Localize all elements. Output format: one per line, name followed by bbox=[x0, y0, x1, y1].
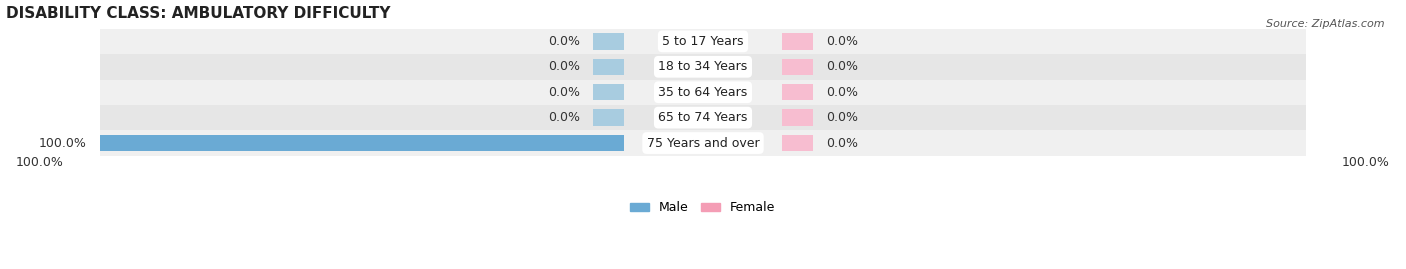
Bar bbox=[100, 105, 1306, 130]
Text: 0.0%: 0.0% bbox=[548, 60, 579, 73]
Text: 100.0%: 100.0% bbox=[15, 156, 63, 169]
Text: 0.0%: 0.0% bbox=[827, 111, 858, 124]
Text: 100.0%: 100.0% bbox=[39, 137, 87, 150]
Bar bbox=[100, 54, 1306, 80]
Bar bbox=[100, 29, 1306, 54]
Bar bbox=[782, 109, 813, 126]
Text: 75 Years and over: 75 Years and over bbox=[647, 137, 759, 150]
Text: 100.0%: 100.0% bbox=[1343, 156, 1391, 169]
Text: 0.0%: 0.0% bbox=[827, 60, 858, 73]
Bar bbox=[782, 59, 813, 75]
Text: 0.0%: 0.0% bbox=[548, 86, 579, 99]
Text: 5 to 17 Years: 5 to 17 Years bbox=[662, 35, 744, 48]
Legend: Male, Female: Male, Female bbox=[626, 196, 780, 220]
Bar bbox=[593, 84, 624, 101]
Bar bbox=[782, 33, 813, 50]
Bar bbox=[100, 135, 624, 151]
Text: 35 to 64 Years: 35 to 64 Years bbox=[658, 86, 748, 99]
Text: 0.0%: 0.0% bbox=[548, 111, 579, 124]
Text: 0.0%: 0.0% bbox=[827, 86, 858, 99]
Text: 0.0%: 0.0% bbox=[548, 35, 579, 48]
Text: DISABILITY CLASS: AMBULATORY DIFFICULTY: DISABILITY CLASS: AMBULATORY DIFFICULTY bbox=[6, 6, 389, 20]
Text: Source: ZipAtlas.com: Source: ZipAtlas.com bbox=[1267, 19, 1385, 29]
Bar bbox=[100, 80, 1306, 105]
Bar bbox=[782, 84, 813, 101]
Text: 65 to 74 Years: 65 to 74 Years bbox=[658, 111, 748, 124]
Bar bbox=[782, 135, 813, 151]
Bar bbox=[593, 33, 624, 50]
Bar bbox=[593, 109, 624, 126]
Text: 0.0%: 0.0% bbox=[827, 137, 858, 150]
Text: 18 to 34 Years: 18 to 34 Years bbox=[658, 60, 748, 73]
Text: 0.0%: 0.0% bbox=[827, 35, 858, 48]
Bar bbox=[593, 59, 624, 75]
Bar bbox=[100, 130, 1306, 156]
